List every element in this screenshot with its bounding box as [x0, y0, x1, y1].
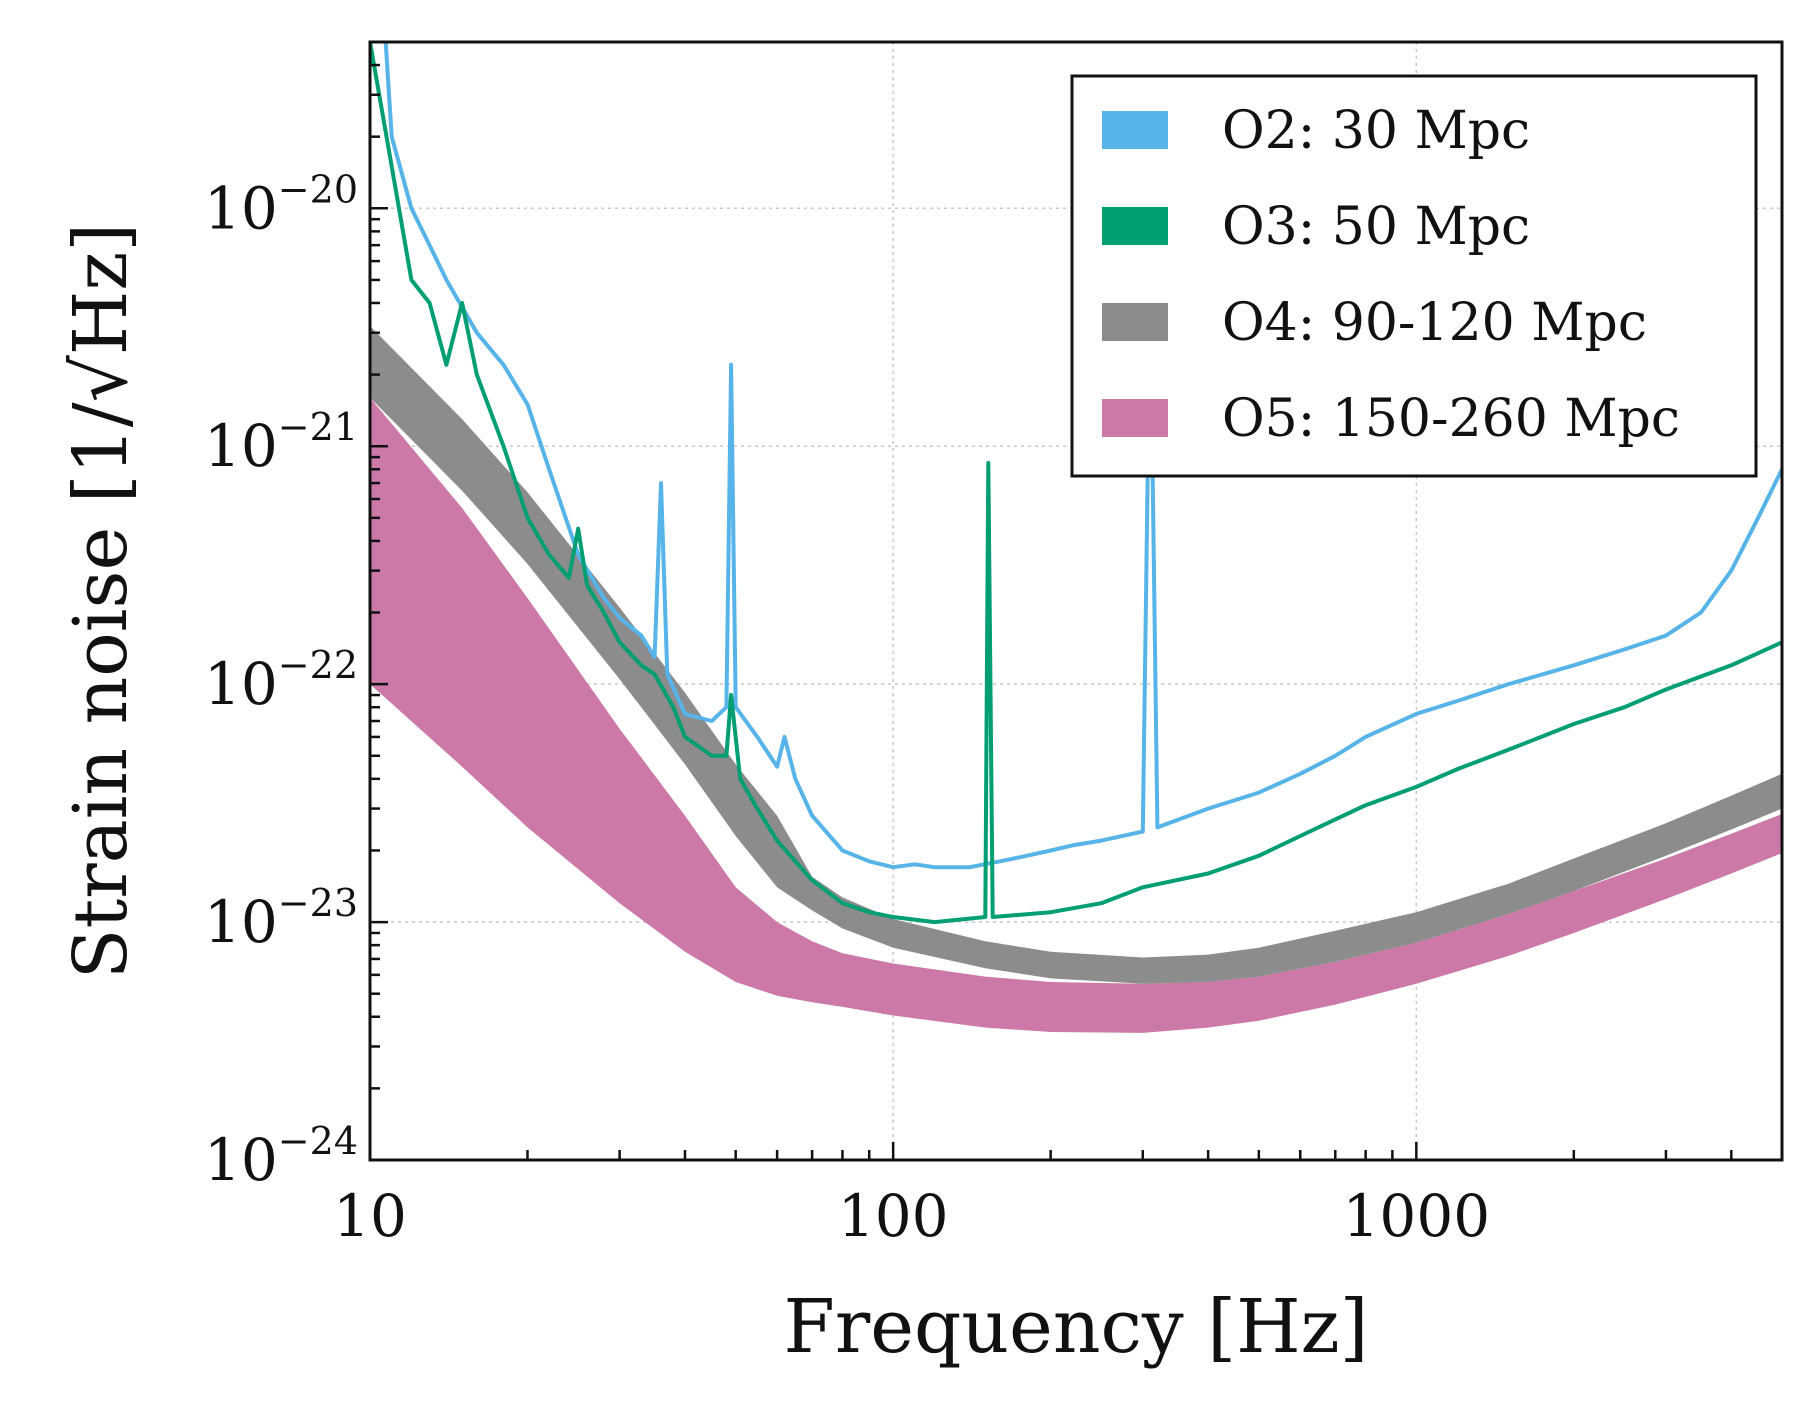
x-tick-label: 1000 — [1343, 1182, 1491, 1250]
series-group — [370, 42, 1782, 1033]
legend-label-o3: O3: 50 Mpc — [1222, 197, 1530, 257]
tick-marks — [368, 40, 1784, 1162]
y-tick-label: 10−20 — [204, 167, 358, 242]
legend-label-o5: O5: 150-260 Mpc — [1222, 389, 1680, 449]
axes — [368, 40, 1784, 1162]
x-tick-label: 100 — [838, 1182, 949, 1250]
o3-line — [370, 42, 1782, 925]
legend-swatch-o4 — [1102, 303, 1168, 341]
y-tick-label: 10−24 — [204, 1119, 358, 1194]
plot-frame — [368, 40, 1784, 1162]
x-tick-label: 10 — [333, 1182, 407, 1250]
legend: O2: 30 Mpc O3: 50 Mpc O4: 90-120 Mpc O5: 15… — [1070, 74, 1758, 478]
y-tick-label: 10−23 — [204, 881, 358, 956]
legend-swatch-o3 — [1102, 207, 1168, 245]
legend-label-o2: O2: 30 Mpc — [1222, 101, 1530, 161]
o2-line — [383, 42, 1782, 870]
y-axis-title: Strain noise [1/√Hz] — [58, 223, 144, 979]
o5-band — [370, 397, 1782, 1033]
legend-swatch-o5 — [1102, 399, 1168, 437]
legend-swatch-o2 — [1102, 111, 1168, 149]
legend-box — [1070, 74, 1758, 478]
x-axis-title: Frequency [Hz] — [783, 1284, 1368, 1370]
y-tick-label: 10−21 — [204, 405, 358, 480]
legend-label-o4: O4: 90-120 Mpc — [1222, 293, 1647, 353]
tick-labels: 10 100 1000 10−24 10−23 10−22 10−21 10−20 — [204, 167, 1490, 1250]
y-tick-label: 10−22 — [204, 643, 358, 718]
